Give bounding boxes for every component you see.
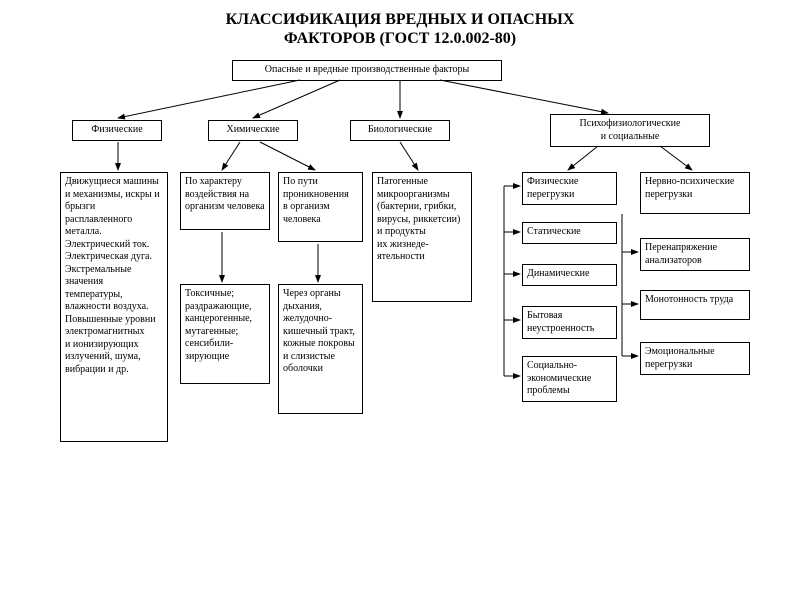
node-psy-right-d: Эмоциональные перегрузки [640, 342, 750, 375]
node-psy-left-b: Статические [522, 222, 617, 244]
node-psy-left-d: Бытовая неустроенность [522, 306, 617, 339]
title-line1: КЛАССИФИКАЦИЯ ВРЕДНЫХ И ОПАСНЫХ [0, 10, 800, 29]
node-cat-physical: Физические [72, 120, 162, 141]
node-cat-biological: Биологические [350, 120, 450, 141]
node-psy-right-a: Нервно-психические перегрузки [640, 172, 750, 214]
node-root: Опасные и вредные производственные факто… [232, 60, 502, 81]
node-psy-right-b: Перенапряжение анализаторов [640, 238, 750, 271]
node-chem-detail2: Через органы дыхания, желудочно-кишечный… [278, 284, 363, 414]
node-psy-left-c: Динамические [522, 264, 617, 286]
node-cat-chemical: Химические [208, 120, 298, 141]
node-phys-detail: Движущиеся машины и механизмы, искры и б… [60, 172, 168, 442]
node-chem-sub2: По пути проникно­вения в организм челове… [278, 172, 363, 242]
node-chem-detail1: Токсичные; раздражаю­щие, канцеро­генные… [180, 284, 270, 384]
node-cat-psycho: Психофизиологические и социальные [550, 114, 710, 147]
node-bio-detail: Патогенные микроорганиз­мы (бактерии, гр… [372, 172, 472, 302]
node-psy-left-a: Физические перегрузки [522, 172, 617, 205]
node-psy-left-e: Социально-экономические проблемы [522, 356, 617, 402]
node-psy-right-c: Монотонность труда [640, 290, 750, 320]
title-line2: ФАКТОРОВ (ГОСТ 12.0.002-80) [0, 29, 800, 48]
node-chem-sub1: По характеру воздействия на организм чел… [180, 172, 270, 230]
page-title: КЛАССИФИКАЦИЯ ВРЕДНЫХ И ОПАСНЫХ ФАКТОРОВ… [0, 0, 800, 48]
